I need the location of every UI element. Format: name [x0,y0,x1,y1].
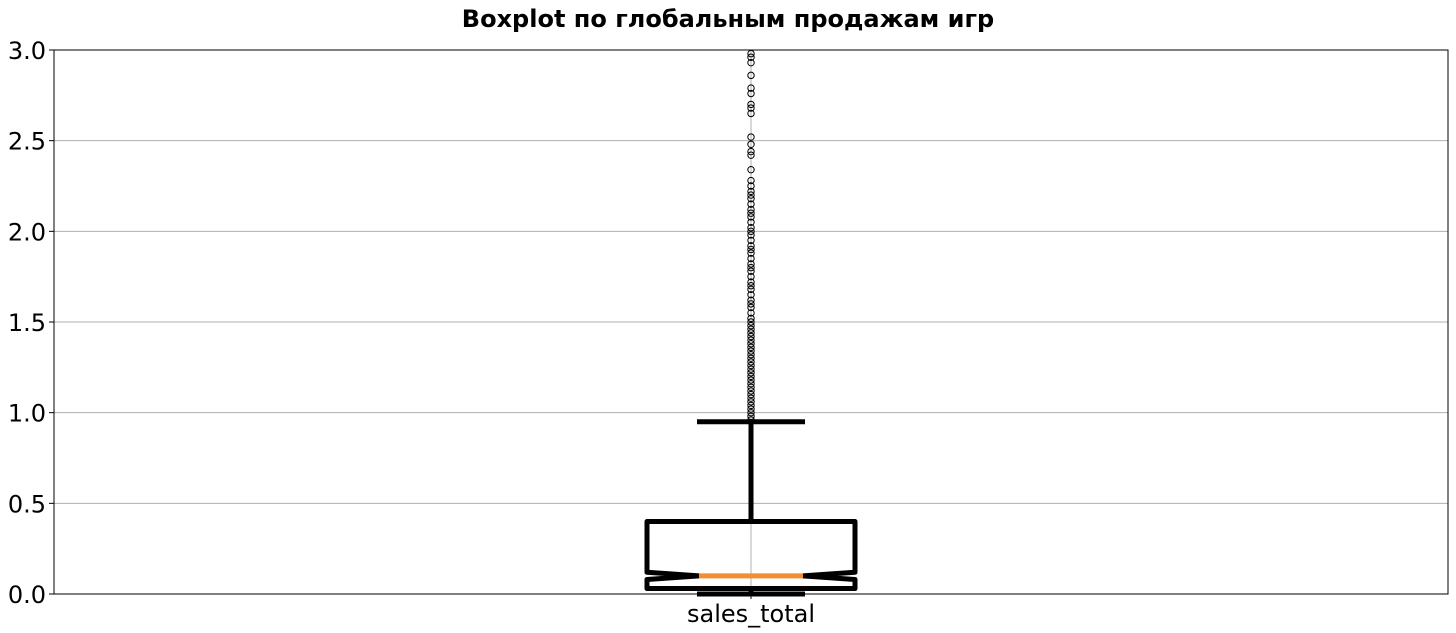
outlier-point [747,231,755,239]
outlier-point [747,401,755,410]
outlier-point [747,140,755,148]
outlier-point [747,354,755,362]
outlier-point [747,182,755,190]
y-tick-label: 3.0 [8,37,46,65]
outlier-point [747,267,755,275]
y-tick-label: 1.0 [8,400,46,428]
outlier-point [747,343,755,352]
outlier-point [747,84,755,92]
outlier-point [747,218,755,226]
outlier-points [747,49,755,424]
outlier-point [747,194,755,203]
outlier-point [747,416,755,424]
outlier-point [747,176,755,185]
outlier-point [747,104,755,112]
outlier-point [747,282,755,290]
outlier-point [747,309,755,317]
outlier-point [747,405,755,413]
chart-title: Boxplot по глобальным продажам игр [461,5,995,33]
outlier-point [747,412,755,420]
outlier-point [747,394,755,402]
outlier-point [747,224,755,232]
outlier-point [747,151,755,159]
outlier-point [747,361,755,370]
outlier-point [747,209,755,217]
outlier-point [747,379,755,388]
outlier-point [747,165,755,174]
y-tick-label: 2.5 [8,128,46,156]
outlier-point [747,314,755,323]
outlier-point [747,200,755,208]
outlier-point [747,213,755,221]
outlier-point [747,58,755,67]
outlier-point [747,365,755,373]
outlier-point [747,242,755,250]
outlier-point [747,100,755,109]
outlier-point [747,205,755,214]
outlier-point [747,303,755,312]
outlier-point [747,300,755,308]
outlier-point [747,71,755,80]
outlier-point [747,227,755,236]
y-axis: 0.0 0.5 1.0 1.5 2.0 2.5 3.0 [8,37,54,609]
outlier-point [747,347,755,355]
outlier-point [747,263,755,272]
outlier-point [747,260,755,268]
outlier-point [747,376,755,384]
y-tick-label: 0.5 [8,490,46,518]
outlier-point [747,321,755,330]
x-tick-label: sales_total [687,600,815,628]
outlier-point [747,383,755,391]
outlier-point [747,387,755,395]
outlier-point [747,296,755,304]
outlier-point [747,369,755,377]
outlier-point [747,390,755,399]
outlier-point [747,336,755,344]
outlier-point [747,329,755,337]
outlier-point [747,191,755,199]
outlier-point [747,53,755,61]
outlier-point [747,372,755,381]
notched-box [644,518,858,592]
outlier-point [747,350,755,359]
outlier-point [747,325,755,333]
outlier-point [747,332,755,341]
outlier-point [747,358,755,366]
outlier-point [747,236,755,245]
y-tick-label: 2.0 [8,218,46,246]
x-axis: sales_total [687,594,815,628]
outlier-point [747,254,755,263]
y-tick-label: 0.0 [8,581,46,609]
outlier-point [747,278,755,286]
outlier-point [747,109,755,118]
outlier-point [747,408,755,417]
outlier-point [747,187,755,196]
outlier-point [747,398,755,406]
outlier-point [747,245,755,254]
outlier-point [747,318,755,326]
outlier-point [747,249,755,257]
outlier-point [747,291,755,299]
y-tick-label: 1.5 [8,309,46,337]
outlier-point [747,147,755,156]
outlier-point [747,340,755,348]
outlier-point [747,133,755,141]
outlier-point [747,272,755,281]
outlier-point [747,89,755,98]
outlier-point [747,285,755,294]
